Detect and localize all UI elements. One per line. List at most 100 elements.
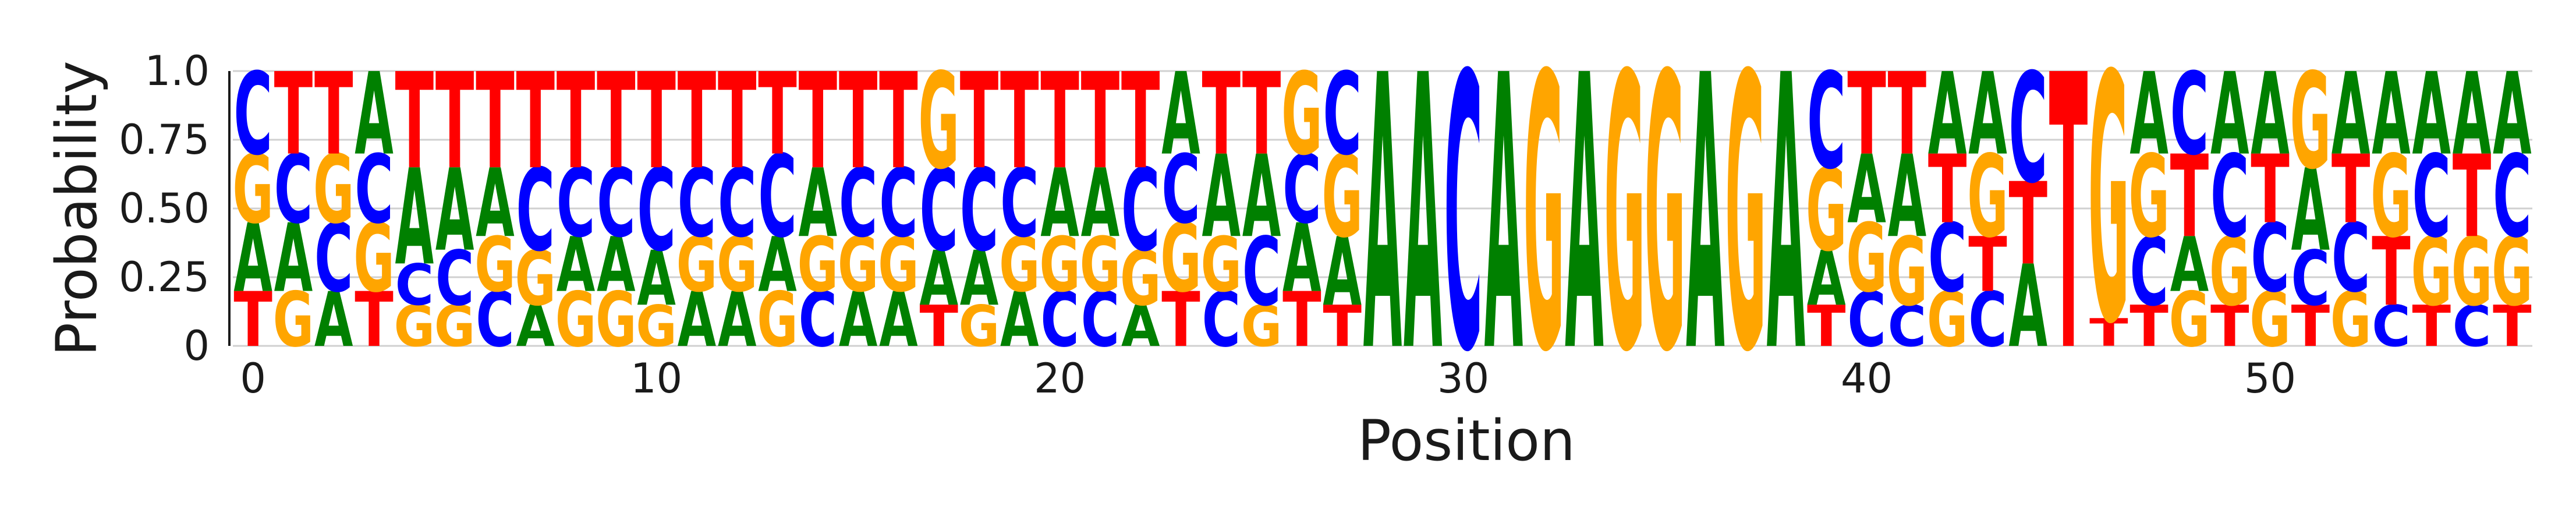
logo-letter-A: A	[2331, 49, 2371, 181]
logo-letter-T: T	[2129, 293, 2168, 359]
logo-letter-C: C	[799, 277, 838, 365]
logo-letter-C: C	[597, 148, 636, 259]
logo-letter-A: A	[2291, 146, 2330, 277]
logo-letter-T: T	[799, 45, 838, 199]
logo-letter-A: A	[2129, 49, 2168, 181]
logo-letter-T: T	[2331, 135, 2371, 245]
logo-letter-G: G	[2330, 276, 2371, 364]
logo-letter-C: C	[1202, 277, 1241, 365]
logo-letter-T: T	[1081, 45, 1120, 199]
logo-letter-C: C	[2372, 294, 2411, 360]
logo-letter-A: A	[2210, 49, 2249, 181]
logo-letter-G: G	[2290, 45, 2331, 199]
logo-letter-C: C	[2291, 235, 2330, 323]
logo-letter-C: C	[1040, 277, 1079, 365]
logo-letter-C: C	[2129, 217, 2168, 327]
logo-letter-C: C	[1968, 277, 2007, 365]
logo-letter-A: A	[2170, 221, 2209, 309]
logo-letter-G: G	[1120, 235, 1161, 323]
logo-letter-C: C	[637, 144, 676, 277]
logo-letter-C: C	[919, 144, 958, 277]
logo-letter-C: C	[274, 135, 313, 245]
logo-letter-A: A	[960, 235, 999, 323]
logo-column: G	[1725, 0, 1766, 435]
logo-letter-C: C	[2453, 294, 2492, 360]
logo-letter-T: T	[960, 45, 999, 199]
logo-letter-T: T	[1242, 49, 1281, 181]
logo-letter-A: A	[1282, 204, 1321, 314]
logo-letter-C: C	[2412, 131, 2451, 263]
logo-letter-C: C	[314, 203, 353, 313]
logo-letter-G: G	[1201, 221, 1242, 309]
logo-letter-C: C	[355, 135, 394, 245]
logo-letter-A: A	[839, 276, 878, 364]
logo-letter-A: A	[1323, 217, 1362, 327]
logo-letter-C: C	[557, 148, 596, 259]
logo-letter-C: C	[1807, 45, 1846, 199]
logo-column: C	[1444, 0, 1483, 436]
logo-letter-T: T	[597, 45, 636, 199]
logo-letter-A: A	[718, 276, 757, 364]
logo-letter-G: G	[2169, 276, 2210, 364]
logo-letter-T: T	[395, 45, 434, 199]
logo-letter-A: A	[879, 276, 918, 364]
logo-column: G	[1523, 0, 1564, 435]
logo-letter-C: C	[1121, 144, 1160, 277]
logo-letter-T: T	[435, 45, 474, 199]
logo-letter-G: G	[1281, 49, 1322, 181]
logo-letter-G: G	[313, 135, 354, 245]
logo-letter-A: A	[1040, 148, 1079, 259]
logo-letter-T: T	[1121, 45, 1160, 199]
logo-letter-A: A	[1686, 0, 1725, 435]
logo-letter-A: A	[435, 146, 474, 277]
logo-letter-G: G	[717, 221, 757, 309]
grid-lines	[233, 70, 2532, 347]
logo-letter-G: G	[1645, 0, 1685, 435]
logo-letter-A: A	[678, 276, 717, 364]
logo-letter-G: G	[1604, 0, 1645, 435]
logo-letter-A: A	[1161, 49, 1200, 181]
logo-letter-G: G	[1967, 132, 2008, 263]
logo-letter-T: T	[1161, 277, 1200, 364]
logo-letter-T: T	[2291, 293, 2330, 359]
logo-letter-C: C	[2170, 48, 2209, 181]
logo-letter-T: T	[1807, 293, 1846, 359]
logo-letter-A: A	[1484, 0, 1523, 435]
logo-letter-A: A	[1847, 135, 1886, 245]
logo-letter-T: T	[1040, 45, 1079, 199]
logo-letter-T: T	[233, 277, 272, 364]
logo-letter-C: C	[758, 131, 797, 263]
logo-letter-T: T	[1000, 45, 1039, 199]
logo-letter-G: G	[1846, 204, 1887, 314]
logo-letter-T: T	[2493, 293, 2532, 359]
logo-letter-T: T	[1202, 49, 1241, 181]
logo-letter-T: T	[1323, 293, 1362, 359]
logo-letter-T: T	[557, 45, 596, 199]
logo-letter-A: A	[1767, 0, 1806, 435]
logo-letter-A: A	[395, 142, 434, 295]
logo-letter-G: G	[1080, 221, 1121, 309]
logo-letter-A: A	[1121, 293, 1160, 359]
logo-letter-G: G	[555, 276, 596, 364]
y-tick-label: 0	[183, 322, 210, 370]
logo-letter-A: A	[2412, 49, 2451, 181]
logo-letter-C: C	[1444, 0, 1483, 436]
logo-letter-G: G	[1241, 293, 1282, 359]
logo-letter-A: A	[516, 293, 555, 359]
logo-letter-T: T	[839, 45, 878, 199]
logo-letter-G: G	[636, 293, 676, 359]
logo-letter-A: A	[1363, 0, 1402, 435]
